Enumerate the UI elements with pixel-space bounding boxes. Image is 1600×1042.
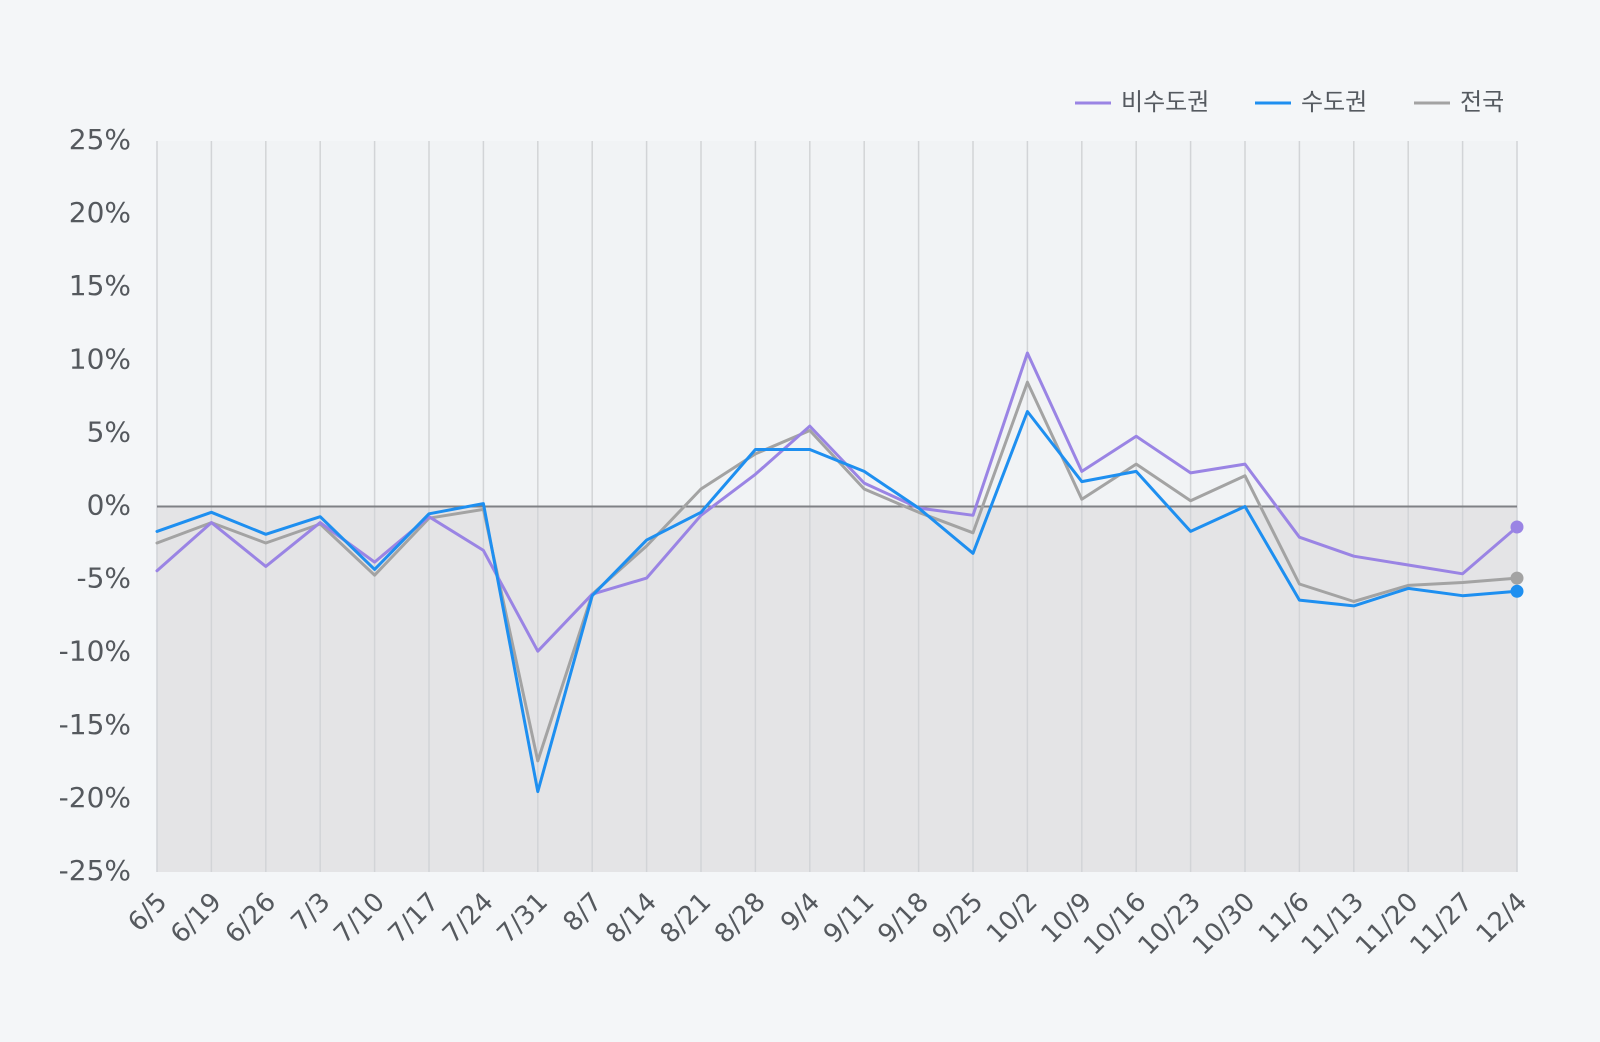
x-tick-label: 7/10 [328,887,391,950]
x-tick-label: 6/26 [220,887,283,950]
x-axis: 6/56/196/26 7/37/107/177/247/31 8/78/148/2… [122,887,1533,961]
x-tick-label: 10/2 [981,887,1044,950]
x-tick-label: 6/19 [165,887,228,950]
x-tick-label: 11/13 [1296,887,1370,961]
y-tick-label: 0% [87,489,131,522]
x-tick-label: 7/3 [286,887,337,938]
x-tick-label: 9/11 [818,887,881,950]
y-tick-label: 5% [87,415,131,448]
x-tick-label: 6/5 [122,887,173,938]
series-end-point-수도권 [1510,584,1524,598]
legend-label-수도권: 수도권 [1301,88,1367,116]
series-end-point-비수도권 [1510,520,1524,534]
y-tick-label: -15% [59,708,131,741]
x-tick-label: 7/31 [492,887,555,950]
x-tick-label: 9/18 [872,887,935,950]
y-tick-label: -5% [76,562,131,595]
y-tick-label: -25% [59,854,131,887]
y-tick-label: 15% [69,269,131,302]
x-tick-label: 9/25 [927,887,990,950]
x-tick-label: 7/17 [383,887,446,950]
y-tick-label: -10% [59,635,131,668]
x-tick-label: 10/23 [1133,887,1207,961]
series-end-point-전국 [1510,571,1524,585]
x-tick-label: 8/28 [709,887,772,950]
legend-label-전국: 전국 [1460,88,1504,116]
x-tick-label: 10/30 [1187,887,1261,961]
legend-label-비수도권: 비수도권 [1121,88,1209,116]
x-tick-label: 8/7 [558,887,609,938]
x-tick-label: 9/4 [775,887,826,938]
legend: 비수도권 수도권 전국 [1075,88,1504,116]
x-tick-label: 8/14 [600,887,663,950]
y-axis: 25% 20% 15% 10% 5% 0% -5% -10% -15% -20% -25% [59,123,131,887]
x-tick-label: 12/4 [1471,887,1534,950]
x-tick-label: 11/20 [1350,887,1424,961]
y-tick-label: 10% [69,342,131,375]
x-tick-label: 10/16 [1078,887,1152,961]
y-tick-label: 25% [69,123,131,156]
x-tick-label: 11/27 [1405,887,1479,961]
series-line-수도권 [155,410,1519,794]
y-tick-label: 20% [69,196,131,229]
series-line-비수도권 [155,351,1519,653]
x-tick-label: 8/21 [655,887,718,950]
series-lines [155,351,1524,794]
y-tick-label: -20% [59,781,131,814]
x-tick-label: 7/24 [437,887,500,950]
